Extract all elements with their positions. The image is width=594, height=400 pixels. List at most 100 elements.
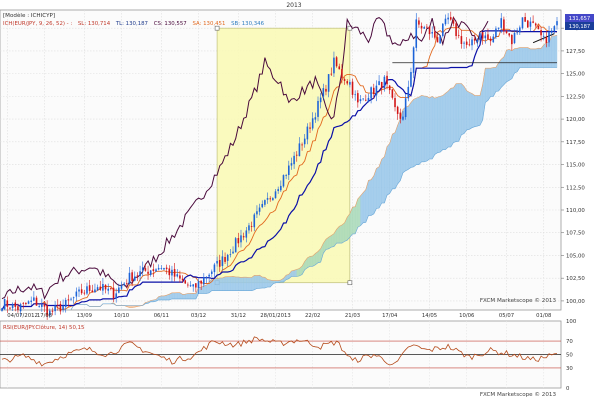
- candle-body: [285, 175, 287, 177]
- candle-body: [341, 69, 343, 79]
- candle-body: [489, 38, 492, 42]
- cloud-segment: [376, 166, 380, 209]
- cloud-segment: [328, 235, 332, 250]
- y-tick-label: 105,00: [566, 253, 585, 259]
- cloud-segment: [246, 276, 250, 291]
- candle-body: [216, 260, 218, 264]
- candle-body: [210, 271, 213, 274]
- cloud-segment: [254, 275, 258, 291]
- candle-body: [99, 286, 102, 290]
- candle-body: [86, 286, 88, 294]
- candle-body: [452, 20, 455, 24]
- kijun-price-badge: [565, 22, 594, 30]
- cloud-segment: [543, 42, 547, 68]
- candle-body: [277, 189, 279, 192]
- candle-body: [423, 27, 426, 29]
- candle-body: [386, 75, 388, 85]
- cloud-segment: [532, 48, 536, 68]
- candle-body: [516, 32, 518, 34]
- cloud-segment: [469, 92, 473, 130]
- cloud-segment: [400, 109, 404, 181]
- cloud-segment: [431, 95, 436, 160]
- candle-body: [226, 254, 229, 261]
- cloud-segment: [219, 277, 223, 291]
- candle-body: [213, 264, 216, 273]
- candle-body: [357, 93, 359, 103]
- x-tick-label: 10/10: [114, 313, 130, 319]
- candle-body: [115, 293, 117, 299]
- candle-body: [187, 284, 189, 286]
- y-tick-label: 122,50: [566, 94, 585, 100]
- current-price-badge: [565, 14, 594, 22]
- candle-body: [407, 86, 410, 99]
- legend-sb: SB: 130,346: [231, 21, 265, 27]
- candle-body: [27, 301, 30, 304]
- candle-body: [266, 198, 269, 200]
- candle-body: [359, 99, 362, 102]
- candle-body: [375, 85, 378, 96]
- candle-body: [434, 31, 436, 38]
- candle-body: [256, 211, 258, 215]
- candle-body: [171, 269, 173, 276]
- candle-body: [181, 278, 184, 281]
- candle-body: [269, 198, 272, 200]
- candle-body: [534, 23, 537, 26]
- y-tick-label: 112,50: [566, 185, 585, 191]
- cloud-segment: [174, 292, 178, 300]
- candle-body: [123, 283, 125, 286]
- candle-body: [232, 251, 234, 254]
- candle-body: [497, 27, 500, 29]
- candle-body: [91, 290, 94, 292]
- candle-body: [500, 18, 503, 28]
- candle-body: [309, 127, 311, 129]
- candle-body: [131, 272, 133, 282]
- candle-body: [346, 81, 349, 84]
- candle-body: [503, 19, 505, 32]
- candle-body: [532, 21, 534, 23]
- cloud-segment: [368, 179, 372, 216]
- candle-body: [144, 268, 147, 271]
- cloud-segment: [386, 142, 390, 196]
- cloud-segment: [455, 83, 459, 142]
- candle-body: [468, 44, 471, 46]
- cloud-segment: [251, 275, 255, 291]
- candle-body: [203, 277, 205, 285]
- candle-body: [141, 267, 144, 271]
- cloud-segment: [477, 95, 481, 127]
- cloud-segment: [426, 95, 430, 162]
- cloud-segment: [530, 48, 534, 68]
- cloud-segment: [214, 278, 218, 291]
- rsi-tick-label: 0: [566, 386, 570, 392]
- cloud-segment: [498, 58, 502, 92]
- axes: 130,00127,50125,00122,50120,00117,50115,…: [7, 26, 585, 392]
- candle-body: [147, 271, 149, 274]
- candle-body: [6, 300, 9, 307]
- candle-body: [179, 275, 181, 279]
- cloud-segment: [357, 195, 361, 228]
- y-tick-label: 117,50: [566, 140, 585, 146]
- candle-body: [335, 57, 338, 67]
- main-watermark: FXCM Marketscope © 2013: [480, 297, 557, 304]
- candle-body: [333, 57, 335, 74]
- legend-tl: TL: 130,187: [115, 21, 148, 27]
- candle-body: [30, 300, 33, 302]
- cloud-segment: [474, 95, 478, 127]
- candle-body: [362, 98, 364, 100]
- candle-body: [237, 238, 240, 244]
- candle-body: [457, 34, 460, 36]
- candle-body: [553, 26, 556, 32]
- indicator-name: ICH(EUR/JPY, 9, 26, 52) - :: [3, 21, 72, 27]
- rsi-legend: RSI(EUR/JPY.Clôture, 14) 50,15: [3, 324, 84, 331]
- candle-body: [157, 267, 160, 270]
- x-tick-label: 28/01/2013: [260, 313, 291, 319]
- candle-body: [388, 85, 391, 91]
- candle-body: [436, 37, 439, 43]
- cloud-segment: [243, 277, 247, 291]
- candle-body: [104, 284, 107, 290]
- candle-body: [447, 17, 449, 20]
- cloud-segment: [463, 85, 467, 135]
- cloud-segment: [227, 276, 231, 291]
- candle-body: [80, 289, 83, 294]
- cloud-segment: [522, 47, 526, 68]
- cloud-segment: [439, 95, 444, 153]
